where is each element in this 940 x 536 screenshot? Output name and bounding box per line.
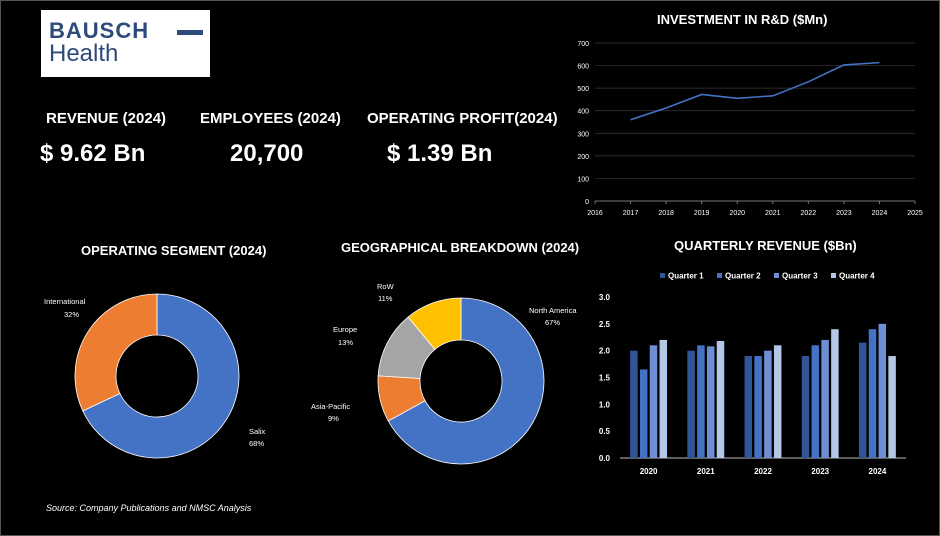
quarterly-bar: [687, 350, 695, 458]
geo-label-name: North America: [529, 306, 577, 315]
quarterly-legend-swatch: [717, 273, 722, 278]
rd-y-tick-label: 0: [585, 199, 589, 206]
geo-donut-chart: North America 67% Asia-Pacific 9% Europe 13% R…: [311, 282, 577, 465]
geo-slice: [407, 297, 462, 350]
quarterly-legend-swatch: [774, 273, 779, 278]
quarterly-bar: [773, 345, 782, 458]
quarterly-x-tick-label: 2022: [754, 467, 772, 476]
company-logo: BAUSCH Health: [41, 10, 210, 77]
rd-x-tick-label: 2016: [587, 210, 603, 217]
quarterly-bar: [821, 339, 829, 458]
quarterly-bar: [706, 346, 715, 458]
geo-label-name: Asia-Pacific: [311, 402, 350, 411]
quarterly-legend-label: Quarter 3: [782, 272, 818, 281]
quarterly-bar: [639, 369, 648, 458]
geo-label-pct: 13%: [338, 338, 353, 347]
geo-label-name: RoW: [377, 282, 395, 291]
rd-x-tick-label: 2025: [907, 210, 923, 217]
source-note: Source: Company Publications and NMSC An…: [46, 503, 252, 513]
rd-x-tick-label: 2019: [694, 210, 710, 217]
quarterly-legend-label: Quarter 4: [839, 272, 875, 281]
kpi-revenue-label: REVENUE (2024): [46, 110, 167, 127]
segment-label-pct: 68%: [249, 439, 264, 448]
quarterly-bar: [801, 356, 810, 458]
quarterly-y-tick-label: 0.0: [599, 454, 611, 463]
rd-x-tick-label: 2024: [872, 210, 888, 217]
rd-y-tick-label: 300: [577, 131, 589, 138]
quarterly-y-tick-label: 1.0: [599, 400, 611, 409]
rd-x-tick-label: 2023: [836, 210, 852, 217]
quarterly-bar: [630, 350, 638, 458]
rd-x-tick-label: 2020: [729, 210, 745, 217]
geo-chart-title: GEOGRAPHICAL BREAKDOWN (2024): [341, 240, 580, 255]
rd-y-tick-label: 600: [577, 64, 589, 71]
rd-y-tick-label: 100: [577, 176, 589, 183]
geo-label-name: Europe: [333, 325, 357, 334]
rd-y-tick-label: 400: [577, 109, 589, 116]
quarterly-legend-label: Quarter 2: [725, 272, 761, 281]
rd-line-chart: 0 100 200 300 400 500 600 700 2016 2017 2018 2019 20…: [577, 41, 923, 217]
rd-x-tick-label: 2022: [801, 210, 817, 217]
quarterly-x-tick-label: 2020: [640, 467, 658, 476]
quarterly-y-tick-label: 0.5: [599, 427, 611, 436]
quarterly-y-tick-label: 1.5: [599, 374, 611, 383]
segment-chart-title: OPERATING SEGMENT (2024): [81, 243, 267, 258]
kpi-profit-value: $ 1.39 Bn: [387, 140, 493, 167]
geo-label-pct: 11%: [378, 294, 393, 303]
logo-text-line1: BAUSCH: [49, 18, 150, 43]
quarterly-legend-swatch: [831, 273, 836, 278]
quarterly-bar: [659, 339, 668, 458]
rd-x-tick-label: 2017: [623, 210, 639, 217]
quarterly-bar: [858, 342, 867, 458]
quarterly-bar: [868, 329, 877, 458]
quarterly-y-tick-label: 2.5: [599, 320, 611, 329]
quarterly-bar: [697, 345, 705, 458]
quarterly-bar: [744, 356, 753, 458]
quarterly-bar: [878, 323, 887, 458]
quarterly-bar: [831, 329, 839, 458]
logo-text-line2: Health: [49, 40, 119, 67]
kpi-employees-label: EMPLOYEES (2024): [200, 110, 341, 127]
geo-slice: [387, 297, 545, 465]
quarterly-x-tick-label: 2024: [869, 467, 887, 476]
quarterly-bar: [716, 341, 725, 458]
rd-y-tick-label: 200: [577, 154, 589, 161]
quarterly-legend-label: Quarter 1: [668, 272, 704, 281]
logo-bar: [177, 30, 203, 35]
rd-x-tick-label: 2018: [658, 210, 674, 217]
segment-label-name: Salix: [249, 427, 266, 436]
rd-chart-title: INVESTMENT IN R&D ($Mn): [657, 12, 828, 27]
segment-slice: [74, 293, 158, 412]
geo-label-pct: 67%: [545, 318, 560, 327]
quarterly-chart-title: QUARTERLY REVENUE ($Bn): [674, 238, 857, 253]
segment-label-name: International: [44, 297, 86, 306]
quarterly-bar: [764, 350, 772, 458]
rd-y-tick-label: 700: [577, 41, 589, 48]
rd-x-tick-label: 2021: [765, 210, 781, 217]
segment-slice: [82, 293, 240, 459]
rd-series-line: [630, 61, 880, 121]
quarterly-bar: [649, 345, 658, 458]
segment-label-pct: 32%: [64, 310, 79, 319]
kpi-employees-value: 20,700: [230, 140, 304, 167]
quarterly-legend-swatch: [660, 273, 665, 278]
quarterly-x-tick-label: 2023: [811, 467, 829, 476]
rd-y-tick-label: 500: [577, 86, 589, 93]
geo-label-pct: 9%: [328, 414, 339, 423]
kpi-revenue-value: $ 9.62 Bn: [40, 140, 146, 167]
quarterly-x-tick-label: 2021: [697, 467, 715, 476]
quarterly-y-tick-label: 2.0: [599, 347, 611, 356]
quarterly-bar: [888, 356, 896, 458]
quarterly-bar: [754, 356, 762, 458]
segment-donut-chart: Salix 68% International 32%: [44, 293, 266, 459]
quarterly-bar-chart: Quarter 1 Quarter 2 Quarter 3 Quarter 4 0.0 0…: [599, 272, 906, 476]
quarterly-y-tick-label: 3.0: [599, 293, 611, 302]
kpi-profit-label: OPERATING PROFIT(2024): [367, 110, 558, 127]
quarterly-bar: [811, 345, 820, 458]
